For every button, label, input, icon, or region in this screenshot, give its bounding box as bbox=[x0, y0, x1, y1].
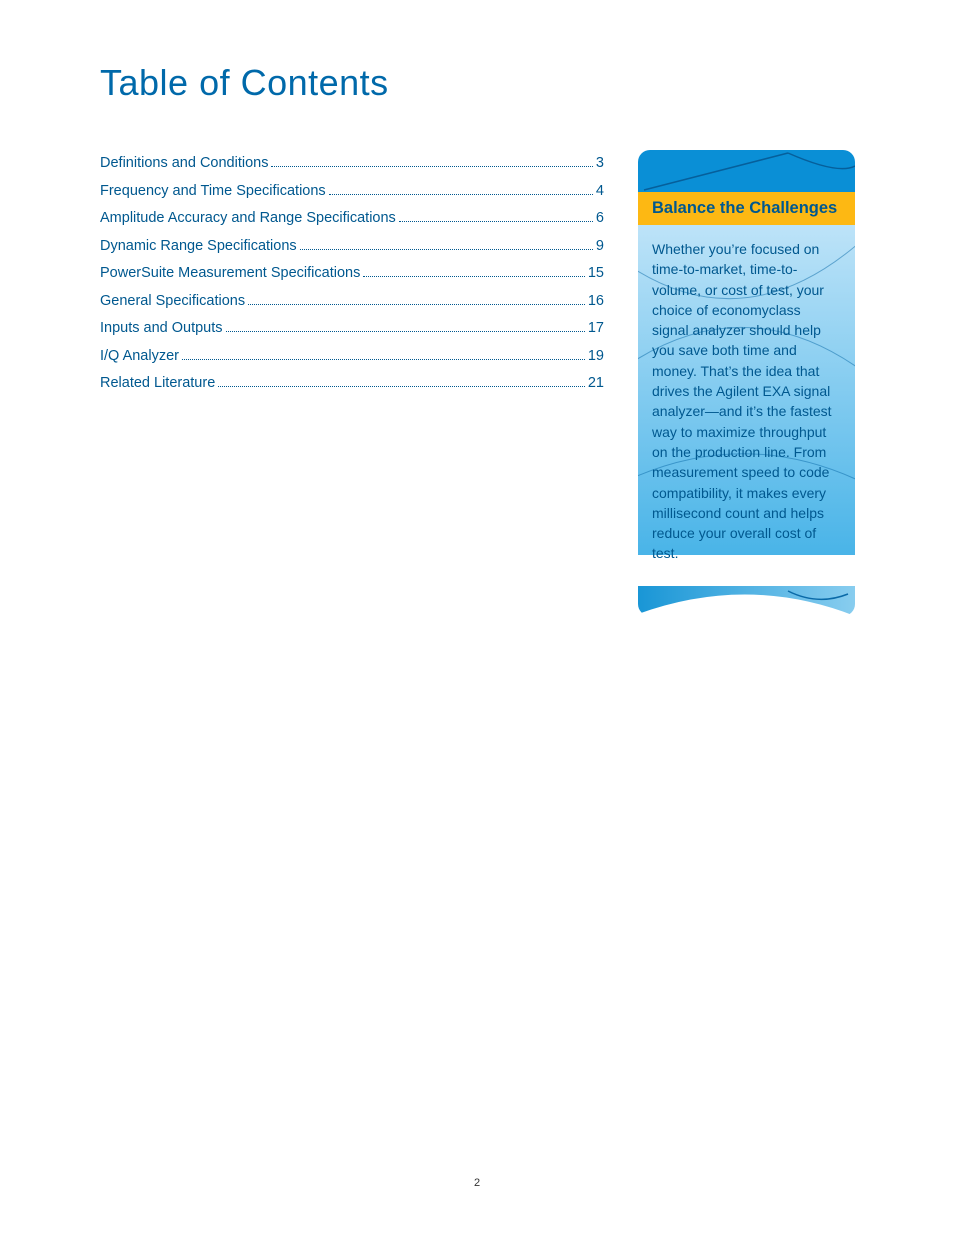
toc-page-number: 9 bbox=[596, 239, 604, 254]
toc-entry[interactable]: Inputs and Outputs 17 bbox=[100, 321, 604, 336]
toc-leader-dots bbox=[248, 304, 585, 305]
toc-entry[interactable]: PowerSuite Measurement Specifications 15 bbox=[100, 266, 604, 281]
toc-page-number: 6 bbox=[596, 211, 604, 226]
toc-leader-dots bbox=[363, 276, 585, 277]
toc-leader-dots bbox=[329, 194, 593, 195]
sidebar-body-text: Whether you’re focused on time-to-market… bbox=[652, 239, 841, 564]
page-title: Table of Contents bbox=[100, 62, 858, 104]
sidebar-decor-bottom bbox=[638, 586, 855, 616]
content-columns: Definitions and Conditions 3 Frequency a… bbox=[100, 156, 858, 616]
page-number: 2 bbox=[0, 1177, 954, 1189]
swoosh-icon bbox=[638, 150, 855, 192]
toc-label: Definitions and Conditions bbox=[100, 156, 268, 171]
toc-entry[interactable]: Frequency and Time Specifications 4 bbox=[100, 184, 604, 199]
toc-leader-dots bbox=[226, 331, 585, 332]
toc-entry[interactable]: Definitions and Conditions 3 bbox=[100, 156, 604, 171]
toc-page-number: 16 bbox=[588, 294, 604, 309]
toc-page-number: 19 bbox=[588, 349, 604, 364]
toc-entry[interactable]: Related Literature 21 bbox=[100, 376, 604, 391]
toc-label: Frequency and Time Specifications bbox=[100, 184, 326, 199]
sidebar-decor-top bbox=[638, 150, 855, 192]
toc-page-number: 17 bbox=[588, 321, 604, 336]
toc-entry[interactable]: Amplitude Accuracy and Range Specificati… bbox=[100, 211, 604, 226]
table-of-contents: Definitions and Conditions 3 Frequency a… bbox=[100, 156, 604, 404]
toc-page-number: 15 bbox=[588, 266, 604, 281]
toc-label: Inputs and Outputs bbox=[100, 321, 223, 336]
swoosh-bottom-icon bbox=[638, 586, 855, 616]
sidebar-title: Balance the Challenges bbox=[638, 192, 855, 225]
toc-entry[interactable]: General Specifications 16 bbox=[100, 294, 604, 309]
toc-label: PowerSuite Measurement Specifications bbox=[100, 266, 360, 281]
toc-leader-dots bbox=[300, 249, 593, 250]
toc-page-number: 4 bbox=[596, 184, 604, 199]
toc-label: I/Q Analyzer bbox=[100, 349, 179, 364]
toc-leader-dots bbox=[271, 166, 592, 167]
toc-label: Amplitude Accuracy and Range Specificati… bbox=[100, 211, 396, 226]
toc-entry[interactable]: I/Q Analyzer 19 bbox=[100, 349, 604, 364]
sidebar-body: Whether you’re focused on time-to-market… bbox=[638, 225, 855, 586]
toc-label: Dynamic Range Specifications bbox=[100, 239, 297, 254]
toc-page-number: 21 bbox=[588, 376, 604, 391]
toc-leader-dots bbox=[399, 221, 593, 222]
toc-leader-dots bbox=[218, 386, 585, 387]
toc-label: Related Literature bbox=[100, 376, 215, 391]
toc-label: General Specifications bbox=[100, 294, 245, 309]
sidebar-callout: Balance the Challenges bbox=[638, 150, 855, 616]
toc-page-number: 3 bbox=[596, 156, 604, 171]
toc-leader-dots bbox=[182, 359, 585, 360]
toc-entry[interactable]: Dynamic Range Specifications 9 bbox=[100, 239, 604, 254]
